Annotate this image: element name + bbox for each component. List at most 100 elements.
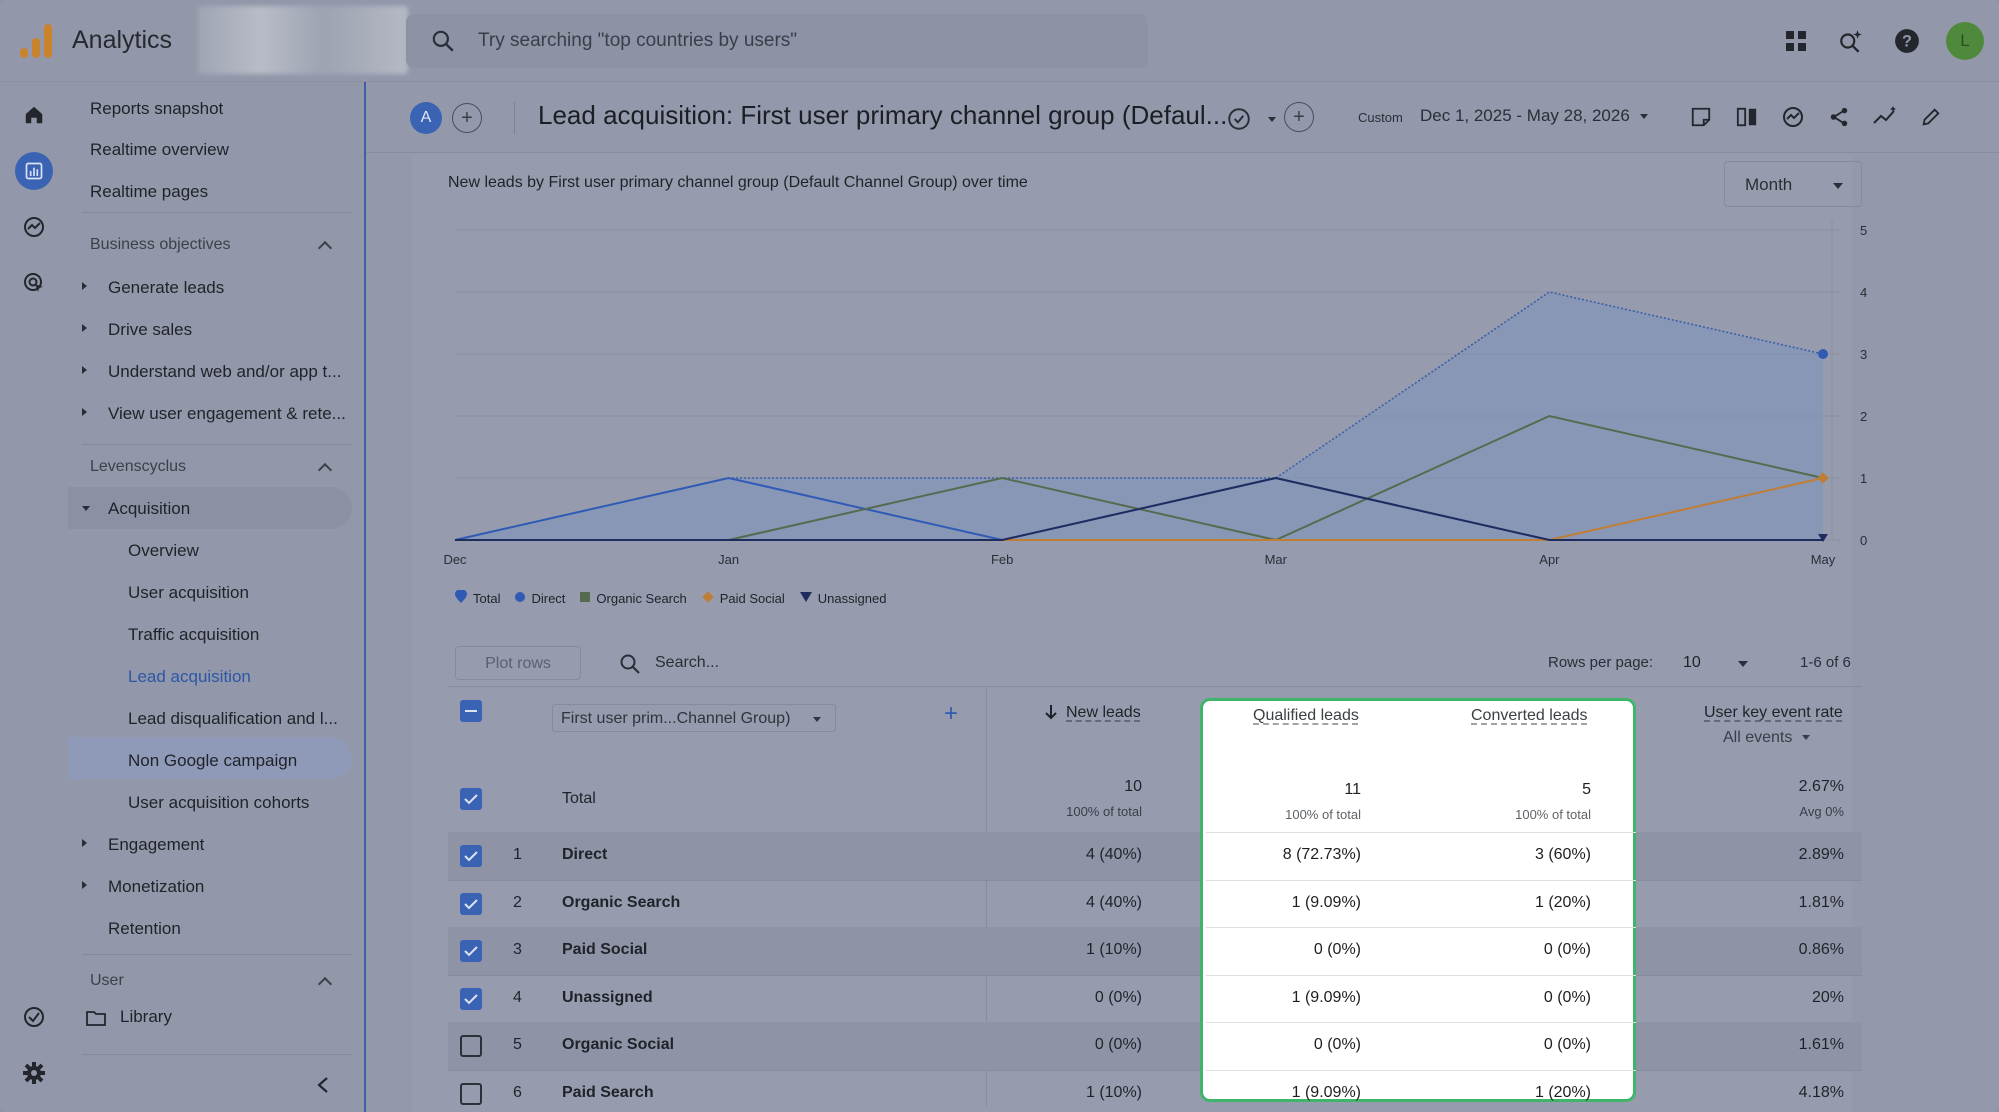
settings-gear-icon[interactable] — [15, 1054, 53, 1092]
row-checkbox[interactable] — [460, 1035, 482, 1057]
table-row[interactable] — [448, 1070, 1862, 1112]
column-converted-leads[interactable]: Converted leads — [1471, 707, 1588, 724]
rows-per-page-select[interactable]: 10 — [1683, 654, 1701, 671]
nav-lead-disqualification[interactable]: Lead disqualification and l... — [128, 709, 338, 728]
plot-rows-button[interactable]: Plot rows — [455, 646, 581, 680]
apps-grid-icon[interactable] — [1781, 26, 1811, 56]
section-user[interactable]: User — [90, 972, 124, 989]
help-icon[interactable]: ? — [1892, 26, 1922, 56]
edit-comparisons-icon[interactable] — [1686, 102, 1716, 132]
row-new-leads: 1 (10%) — [1085, 1083, 1142, 1101]
nav-generate-leads[interactable]: Generate leads — [108, 278, 225, 297]
table-search-input[interactable]: Search... — [655, 654, 720, 671]
legend-marker-icon — [701, 590, 715, 607]
collapse-nav-icon[interactable] — [316, 1076, 330, 1099]
nav-traffic-acquisition[interactable]: Traffic acquisition — [128, 625, 260, 644]
home-icon[interactable] — [15, 96, 53, 134]
nav-overview[interactable]: Overview — [128, 541, 199, 560]
nav-library[interactable]: Library — [120, 1007, 172, 1026]
chevron-up-icon[interactable] — [317, 462, 333, 478]
chevron-down-icon — [813, 717, 821, 722]
row-key-event-rate: 0.86% — [1798, 941, 1844, 958]
section-levenscyclus[interactable]: Levenscyclus — [90, 458, 187, 475]
nav-engagement[interactable]: Engagement — [108, 835, 205, 854]
edit-pencil-icon[interactable] — [1916, 102, 1946, 132]
report-status-icon[interactable] — [1226, 106, 1252, 137]
nav-realtime-pages[interactable]: Realtime pages — [90, 182, 209, 201]
nav-lead-acquisition[interactable]: Lead acquisition — [128, 667, 251, 686]
trend-insights-icon[interactable] — [1870, 102, 1900, 132]
table-row[interactable] — [448, 975, 1862, 1023]
reports-icon[interactable] — [15, 152, 53, 190]
total-end-marker — [1818, 349, 1828, 359]
dimension-selector[interactable]: First user prim...Channel Group) — [552, 704, 836, 732]
legend-item[interactable]: Unassigned — [799, 591, 886, 606]
search-icon[interactable] — [618, 652, 642, 676]
divider — [1206, 974, 1636, 976]
nav-lead-acquisition-row[interactable] — [68, 737, 352, 779]
legend-item[interactable]: Organic Search — [579, 591, 687, 606]
chevron-down-icon[interactable] — [1640, 114, 1648, 119]
sort-arrow-down-icon[interactable] — [1044, 704, 1058, 720]
nav-user-acquisition-cohorts[interactable]: User acquisition cohorts — [128, 793, 310, 812]
y-tick-label: 2 — [1860, 409, 1867, 424]
compare-columns-icon[interactable] — [1732, 102, 1762, 132]
event-filter-select[interactable]: All events — [1723, 729, 1811, 747]
app-title[interactable]: Analytics — [72, 26, 173, 54]
nav-retention[interactable]: Retention — [108, 919, 181, 938]
date-range-picker[interactable]: Dec 1, 2025 - May 28, 2026 — [1420, 106, 1630, 125]
row-checkbox[interactable] — [460, 987, 482, 1010]
chevron-down-icon[interactable] — [1268, 117, 1276, 122]
table-row[interactable] — [448, 927, 1862, 975]
nav-realtime-overview[interactable]: Realtime overview — [90, 140, 229, 159]
column-new-leads[interactable]: New leads — [1066, 704, 1141, 721]
row-new-leads: 0 (0%) — [1094, 1036, 1142, 1053]
nav-understand-web[interactable]: Understand web and/or app t... — [108, 362, 342, 381]
legend-label: Total — [473, 591, 501, 606]
row-checkbox[interactable] — [460, 892, 482, 915]
search-placeholder[interactable]: Try searching "top countries by users" — [478, 30, 798, 51]
nav-non-google-campaign[interactable]: Non Google campaign — [128, 751, 298, 770]
row-key-event-rate: 4.18% — [1798, 1083, 1844, 1101]
nav-acquisition-row[interactable] — [68, 487, 352, 529]
analytics-logo-icon[interactable] — [20, 24, 52, 58]
advertising-icon[interactable] — [15, 264, 53, 302]
comparison-badge[interactable]: A — [410, 102, 442, 134]
line-chart[interactable]: 0 1 2 3 4 5 Dec Jan Feb Mar Apr May — [440, 210, 1880, 570]
search-insights-icon[interactable] — [1836, 26, 1866, 56]
check-circle-icon[interactable] — [15, 998, 53, 1036]
page-title[interactable]: Lead acquisition: First user primary cha… — [538, 100, 1228, 130]
row-checkbox[interactable] — [460, 940, 482, 962]
search-bar[interactable]: Try searching "top countries by users" — [406, 14, 1148, 68]
legend-item[interactable]: Direct — [514, 591, 565, 606]
legend-item[interactable]: Paid Social — [701, 590, 785, 607]
row-checkbox[interactable] — [460, 1082, 482, 1105]
explore-icon[interactable] — [15, 208, 53, 246]
row-checkbox[interactable] — [460, 845, 482, 867]
chevron-down-icon[interactable] — [1738, 661, 1748, 667]
user-avatar[interactable]: L — [1946, 22, 1984, 60]
granularity-select[interactable]: Month — [1724, 161, 1862, 207]
total-checkbox[interactable] — [460, 788, 482, 810]
chevron-up-icon[interactable] — [317, 976, 333, 992]
nav-user-acquisition[interactable]: User acquisition — [128, 583, 249, 602]
column-qualified-leads[interactable]: Qualified leads — [1253, 707, 1359, 724]
add-dimension-button[interactable]: + — [944, 700, 959, 727]
select-all-checkbox[interactable] — [460, 700, 482, 722]
nav-acquisition[interactable]: Acquisition — [108, 499, 191, 518]
legend-item[interactable]: Total — [454, 589, 501, 607]
column-user-key-event-rate[interactable]: User key event rate — [1704, 704, 1843, 721]
nav-reports-snapshot[interactable]: Reports snapshot — [90, 99, 224, 118]
nav-monetization[interactable]: Monetization — [108, 877, 205, 896]
table-row[interactable] — [448, 832, 1862, 880]
add-comparison-button[interactable]: + — [452, 103, 482, 133]
account-selector[interactable] — [198, 6, 408, 74]
nav-view-engagement[interactable]: View user engagement & rete... — [108, 404, 346, 423]
nav-drive-sales[interactable]: Drive sales — [108, 320, 193, 339]
chevron-up-icon[interactable] — [317, 240, 333, 256]
share-icon[interactable] — [1824, 102, 1854, 132]
add-filter-button[interactable]: + — [1284, 102, 1314, 132]
section-business-objectives[interactable]: Business objectives — [90, 236, 231, 253]
insights-icon[interactable] — [1778, 102, 1808, 132]
